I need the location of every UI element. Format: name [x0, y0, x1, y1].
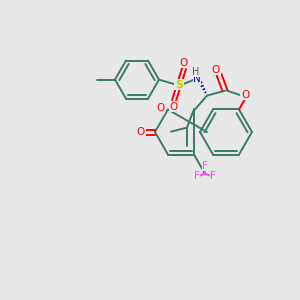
Text: O: O [241, 90, 249, 100]
Text: O: O [170, 102, 178, 112]
Text: O: O [212, 64, 220, 75]
Text: S: S [175, 80, 183, 90]
Text: H: H [193, 67, 201, 76]
Text: N: N [193, 74, 201, 84]
Text: F: F [210, 171, 216, 181]
Text: O: O [137, 127, 145, 137]
Text: F: F [194, 171, 200, 181]
Text: O: O [180, 58, 188, 68]
Text: H: H [192, 67, 200, 76]
Text: O: O [157, 103, 165, 113]
Text: F: F [202, 160, 208, 171]
